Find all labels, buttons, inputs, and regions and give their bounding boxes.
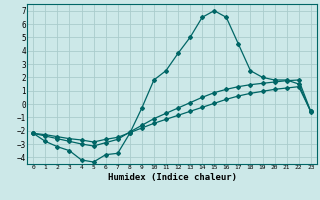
X-axis label: Humidex (Indice chaleur): Humidex (Indice chaleur): [108, 173, 236, 182]
